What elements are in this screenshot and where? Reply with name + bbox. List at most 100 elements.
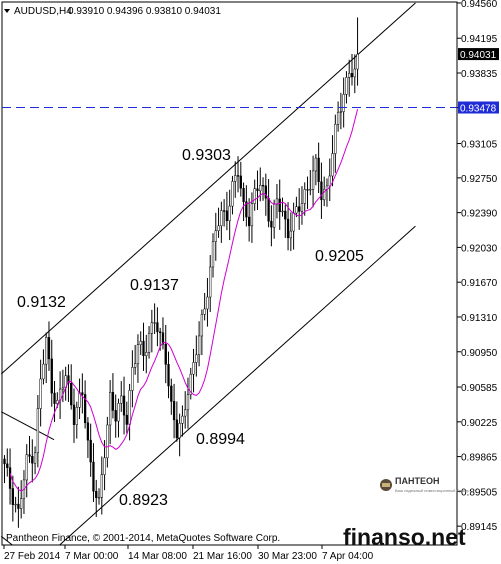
candle-body — [6, 463, 9, 468]
candle-body — [189, 373, 192, 395]
candle-body — [45, 337, 48, 365]
trend-channel-lines — [0, 2, 416, 546]
candle-body — [50, 358, 53, 394]
candle-body — [181, 415, 184, 424]
y-tick-label: 0.94195 — [461, 34, 498, 45]
y-tick-label: 0.91310 — [461, 313, 498, 324]
candle — [320, 162, 323, 219]
candle — [236, 156, 240, 193]
candle-body — [214, 230, 217, 242]
candle-body — [81, 392, 84, 395]
candle-body — [17, 503, 20, 509]
candle — [167, 351, 170, 399]
candle — [306, 176, 309, 209]
y-tick-label: 0.92390 — [461, 209, 498, 220]
candle — [209, 255, 212, 312]
channel-line — [0, 535, 13, 546]
candle-body — [300, 203, 304, 212]
candle — [356, 17, 359, 86]
price-annotation: 0.8994 — [196, 431, 245, 448]
candle-body — [217, 225, 220, 231]
candle-body — [247, 216, 251, 227]
candle-body — [273, 204, 276, 228]
candle-body — [236, 175, 240, 177]
candle — [111, 373, 115, 419]
candle — [245, 185, 248, 227]
candle-body — [222, 210, 226, 212]
candle — [75, 401, 78, 439]
candle — [139, 331, 142, 355]
candle-body — [3, 458, 6, 465]
channel-line — [59, 225, 416, 546]
price-annotations: 0.9132 0.9137 0.9303 0.9205 0.8994 0.8923 — [17, 147, 364, 509]
chevron-down-icon[interactable] — [4, 9, 10, 13]
candle-body — [53, 392, 56, 404]
candle-body — [231, 181, 234, 207]
candle-body — [175, 419, 179, 438]
candle-body — [106, 424, 109, 459]
candle — [45, 332, 48, 384]
last-price-label-box — [458, 48, 499, 61]
candle — [189, 367, 192, 400]
candle-body — [128, 390, 131, 425]
candle — [39, 359, 42, 427]
candle-body — [20, 498, 23, 509]
candle-body — [42, 363, 45, 380]
candle-body — [161, 332, 165, 345]
candle — [114, 394, 117, 438]
y-tick-label: 0.89145 — [461, 522, 498, 533]
candle-body — [331, 153, 334, 177]
ohlc-values: 0.93910 0.94396 0.93810 0.94031 — [68, 6, 221, 17]
candle — [186, 377, 190, 429]
candle — [298, 188, 301, 230]
y-tick-label: 0.93835 — [461, 69, 498, 80]
candle-body — [242, 188, 245, 202]
candle — [53, 381, 56, 422]
candle-body — [172, 401, 176, 421]
x-tick-label: 27 Feb 2014 — [4, 551, 61, 562]
candle-body — [186, 394, 190, 411]
x-tick-label: 7 Mar 00:00 — [65, 551, 119, 562]
candle-body — [245, 201, 248, 218]
candle-body — [306, 189, 309, 191]
y-tick-label: 0.93105 — [461, 140, 498, 151]
candle — [256, 170, 259, 211]
last-price-label-text: 0.94031 — [460, 50, 497, 61]
candle — [97, 488, 101, 505]
candle-body — [311, 170, 315, 190]
x-tick-label: 7 Apr 04:00 — [322, 551, 374, 562]
candle-body — [345, 77, 348, 95]
candle — [225, 191, 229, 231]
candle-body — [131, 367, 134, 391]
price-annotation: 0.9205 — [315, 248, 364, 265]
candle — [161, 317, 165, 350]
candle — [231, 175, 234, 215]
candle-body — [134, 363, 137, 368]
candle — [342, 77, 345, 128]
y-tick-label: 0.89865 — [461, 453, 498, 464]
logo-mark-stripe — [382, 483, 390, 487]
candle — [70, 364, 73, 410]
candle — [295, 196, 298, 218]
candle — [195, 335, 198, 377]
candle-body — [167, 364, 170, 387]
candle — [47, 321, 51, 371]
candle-body — [178, 423, 181, 438]
candle — [147, 326, 151, 359]
candle-body — [8, 467, 12, 489]
candle-body — [25, 454, 28, 481]
x-tick-label: 30 Mar 23:00 — [258, 551, 317, 562]
x-tick-label: 14 Mar 08:00 — [128, 551, 187, 562]
y-tick-label: 0.91670 — [461, 278, 498, 289]
candle-body — [323, 189, 326, 201]
candle-body — [111, 391, 115, 411]
candle — [281, 197, 284, 217]
candle-body — [278, 198, 281, 213]
candle — [206, 277, 209, 327]
candlestick-series — [3, 17, 359, 528]
price-annotation: 0.9132 — [17, 294, 66, 311]
candle-body — [250, 203, 254, 227]
candle — [192, 348, 195, 393]
price-axis: 0.94560 0.94195 0.93835 0.93478 0.93105 0.927… — [457, 0, 499, 533]
candle — [83, 380, 87, 429]
